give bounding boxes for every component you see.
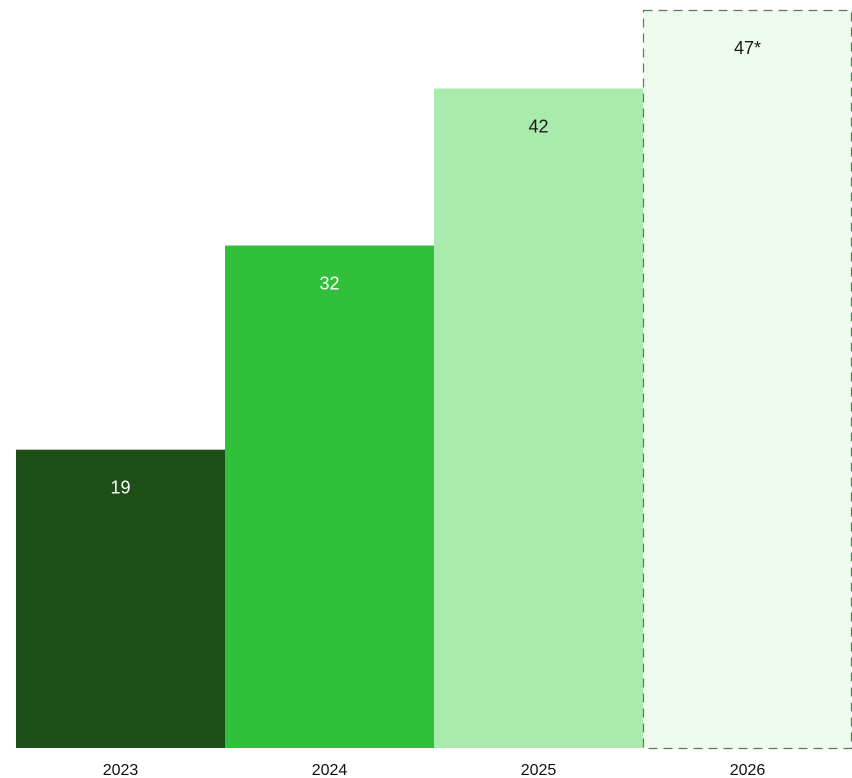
data-label-2026: 47* [734,38,761,58]
x-tick-label-2024: 2024 [312,762,348,778]
bar-2025 [434,88,643,749]
x-axis-tick-labels: 2023 2024 2025 2026 [103,762,766,778]
x-tick-label-2026: 2026 [730,762,766,778]
bar-2024 [225,245,434,748]
bar-2026 [642,9,852,750]
bar-2023 [16,449,225,748]
x-tick-label-2025: 2025 [521,762,557,778]
bars-layer [16,9,852,750]
x-tick-label-2023: 2023 [103,762,139,778]
data-labels-layer: 19 32 42 47* [110,38,761,498]
data-label-2025: 42 [528,117,548,137]
data-label-2023: 19 [110,478,130,498]
data-label-2024: 32 [319,274,339,294]
